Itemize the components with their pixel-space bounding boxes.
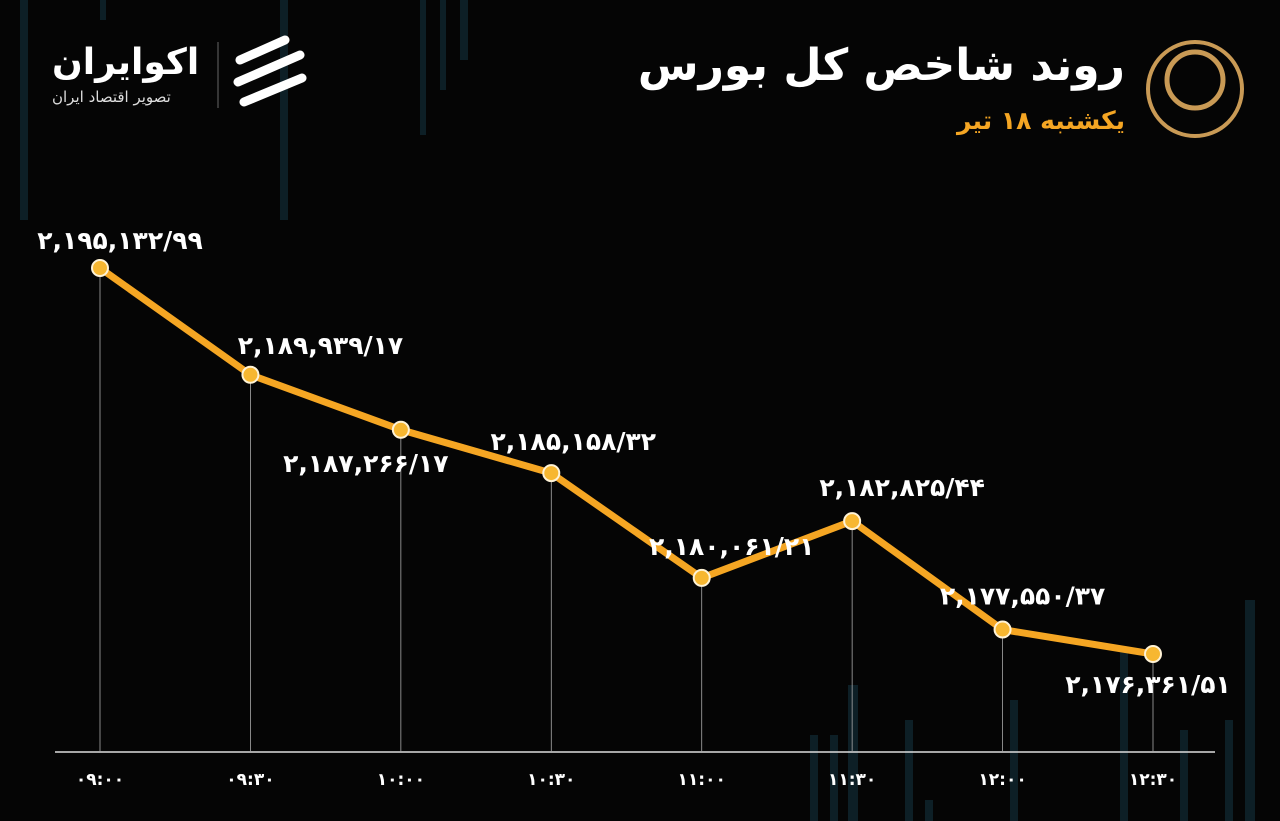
chart-title: روند شاخص کل بورس [637,40,1125,91]
value-label: ۲,۱۸۹,۹۳۹/۱۷ [238,331,403,360]
background-decoration [20,0,1255,821]
x-tick-label: ۰۹:۰۰ [76,770,124,790]
value-label: ۲,۱۸۰,۰۶۱/۲۱ [649,532,814,561]
point [843,512,862,531]
point [91,259,109,277]
brand-name: اکوایران [52,42,200,83]
point [1144,645,1162,663]
brand-logo [233,35,307,107]
value-label: ۲,۱۷۷,۵۵۰/۳۷ [940,582,1105,611]
point [692,568,711,587]
x-tick-label: ۰۹:۳۰ [226,770,274,790]
emblem-inner [1164,49,1226,111]
point [391,420,410,439]
point [241,365,260,384]
value-label: ۲,۱۸۲,۸۲۵/۴۴ [819,473,984,502]
emblem [1146,40,1244,138]
x-tick-label: ۱۰:۰۰ [377,770,425,790]
brand-tagline: تصویر اقتصاد ایران [52,88,171,106]
x-tick-label: ۱۱:۳۰ [828,770,876,790]
point [993,620,1012,639]
value-label: ۲,۱۸۵,۱۵۸/۳۲ [491,427,656,456]
x-tick-label: ۱۲:۳۰ [1129,770,1177,790]
x-tick-label: ۱۰:۳۰ [527,770,575,790]
x-tick-label: ۱۱:۰۰ [678,770,726,790]
index-line [97,265,1154,658]
value-label: ۲,۱۹۵,۱۳۲/۹۹ [37,226,202,255]
x-tick-label: ۱۲:۰۰ [978,770,1026,790]
chart-subtitle: یکشنبه ۱۸ تیر [956,106,1125,135]
value-label: ۲,۱۸۷,۲۶۶/۱۷ [283,449,448,478]
point [542,464,561,483]
value-label: ۲,۱۷۶,۳۶۱/۵۱ [1065,670,1230,699]
